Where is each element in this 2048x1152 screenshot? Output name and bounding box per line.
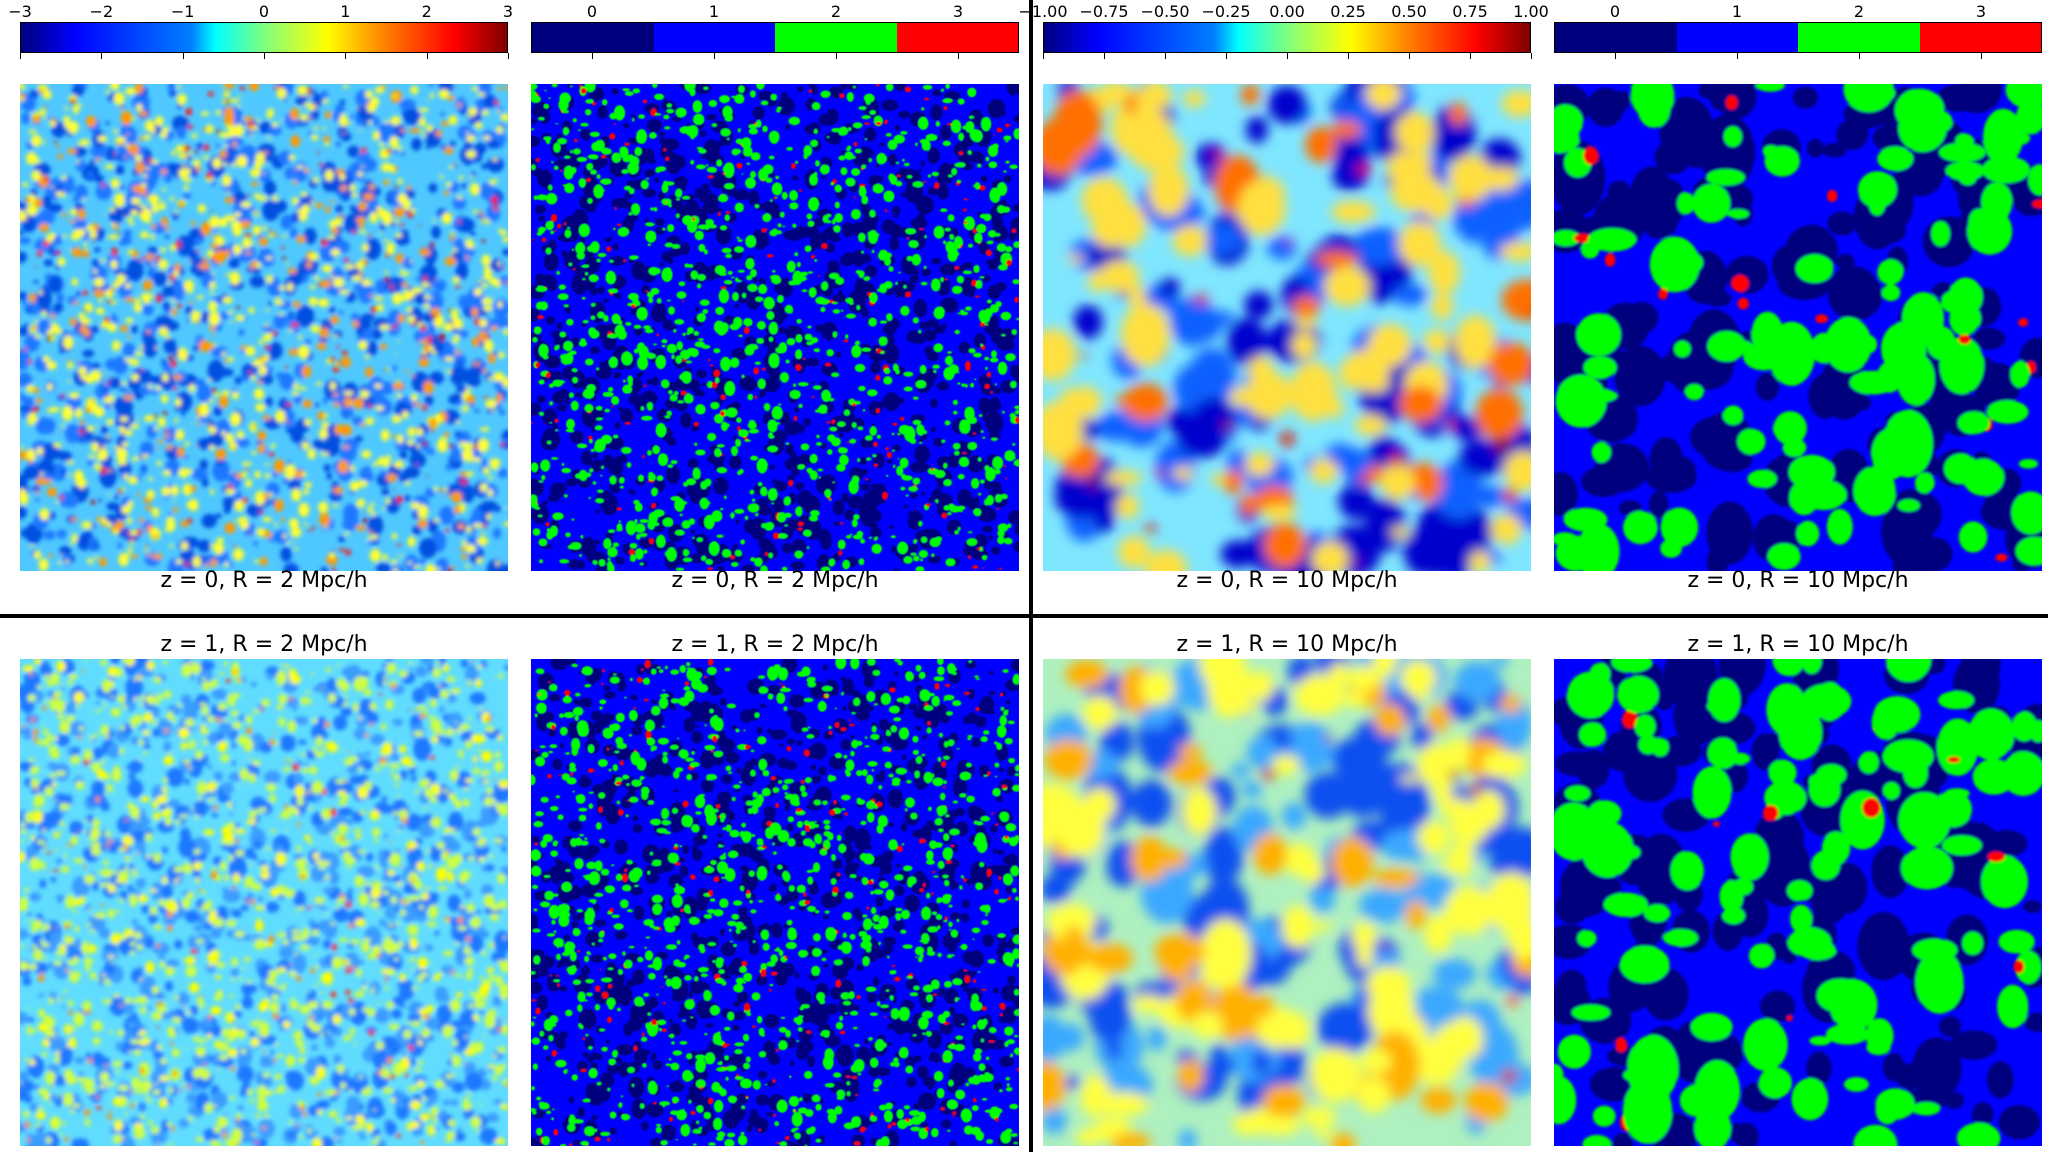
class-map-z0-r2 [531,84,1019,571]
colorbar-segment-2 [775,23,897,52]
colorbar-tick-label: 1.00 [1513,2,1549,21]
colorbar-tick-label: −1 [170,2,195,21]
map-field [20,84,508,571]
colorbar-tick-label: 3 [502,2,514,21]
map-field [1554,84,2042,571]
colorbar-tick [101,53,103,59]
colorbar-tick-label: 0.25 [1330,2,1366,21]
colorbar-tick-label: −0.25 [1201,2,1251,21]
vertical-divider [1029,0,1033,1152]
colorbar-tick-label: −0.50 [1140,2,1190,21]
colorbar-tick [1859,53,1860,59]
colorbar-tick-label: 3 [952,2,964,21]
colorbar-tick [592,53,593,59]
colorbar-tick [182,53,184,59]
colorbar-tick [1287,53,1288,59]
colorbar-tick-label: −1.00 [1018,2,1068,21]
colorbar-tick [1409,53,1410,59]
colorbar-tick [264,53,265,59]
map-field [1554,659,2042,1146]
caption-z1-r2-density: z = 1, R = 2 Mpc/h [160,632,368,657]
horizontal-divider [0,614,2048,618]
colorbar-tick [1615,53,1616,59]
colorbar-tick-label: 0 [258,2,270,21]
caption-z1-r2-classes: z = 1, R = 2 Mpc/h [671,632,879,657]
colorbar-smoothed-density [1043,22,1531,53]
density-map-z1-r2 [20,659,508,1146]
density-map-z0-r2 [20,84,508,571]
colorbar-tick-label: 0.50 [1391,2,1427,21]
colorbar-tick-label: −3 [8,2,32,21]
class-map-z1-r10 [1554,659,2042,1146]
colorbar-tick [1531,53,1532,59]
colorbar-tick-label: 2 [421,2,432,21]
map-field [1043,84,1531,571]
colorbar-tick [345,53,347,59]
density-map-z0-r10 [1043,84,1531,571]
colorbar-tick [1165,53,1166,59]
colorbar-tick-label: 1 [340,2,351,21]
colorbar-tick-label: 3 [1975,2,1987,21]
map-field [531,84,1019,571]
class-map-z0-r10 [1554,84,2042,571]
caption-z0-r10-density: z = 0, R = 10 Mpc/h [1176,568,1398,593]
colorbar-tick-label: 2 [830,2,842,21]
colorbar-tick [20,53,21,59]
colorbar-tick-label: 0 [586,2,598,21]
colorbar-segment-3 [1919,23,2041,52]
colorbar-tick-label: 1 [708,2,720,21]
colorbar-tick-label: 2 [1853,2,1865,21]
map-field [531,659,1019,1146]
colorbar-tick [1348,53,1349,59]
colorbar-segment-0 [532,23,654,52]
colorbar-classes [531,22,1019,53]
caption-z0-r2-classes: z = 0, R = 2 Mpc/h [671,568,879,593]
colorbar-classes-smoothed [1554,22,2042,53]
colorbar-tick-label: −2 [89,2,114,21]
density-map-z1-r10 [1043,659,1531,1146]
colorbar-tick [426,53,428,59]
caption-z0-r2-density: z = 0, R = 2 Mpc/h [160,568,368,593]
colorbar-tick [1737,53,1738,59]
colorbar-tick-label: 0 [1609,2,1621,21]
colorbar-tick-label: 0.00 [1269,2,1305,21]
caption-z1-r10-classes: z = 1, R = 10 Mpc/h [1687,632,1909,657]
caption-z1-r10-density: z = 1, R = 10 Mpc/h [1176,632,1398,657]
colorbar-tick-label: −0.75 [1079,2,1129,21]
colorbar-tick [958,53,959,59]
colorbar-tick [1470,53,1471,59]
colorbar-tick [1981,53,1982,59]
colorbar-tick [1226,53,1227,59]
caption-z0-r10-classes: z = 0, R = 10 Mpc/h [1687,568,1909,593]
map-field [1043,659,1531,1146]
colorbar-segment-3 [896,23,1018,52]
colorbar-tick [508,53,509,59]
colorbar-tick-label: 1 [1731,2,1743,21]
colorbar-tick [1104,53,1105,59]
class-map-z1-r2 [531,659,1019,1146]
colorbar-segment-2 [1798,23,1920,52]
map-field [20,659,508,1146]
colorbar-density [20,22,508,53]
colorbar-segment-0 [1555,23,1677,52]
colorbar-segment-1 [653,23,775,52]
colorbar-tick [714,53,715,59]
colorbar-tick [836,53,837,59]
colorbar-tick-label: 0.75 [1452,2,1488,21]
colorbar-segment-1 [1676,23,1798,52]
colorbar-tick [1043,53,1044,59]
